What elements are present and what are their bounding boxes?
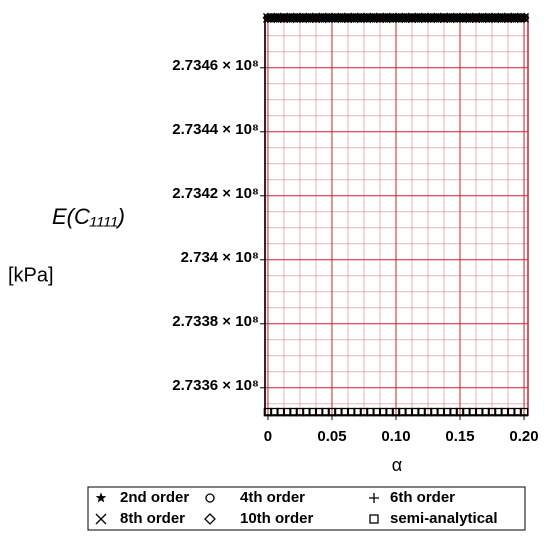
point [442, 407, 452, 417]
point [334, 407, 343, 417]
legend-label: 10th order [240, 510, 314, 527]
point [423, 407, 433, 417]
point [436, 407, 446, 417]
point [270, 407, 279, 417]
point [430, 407, 439, 417]
legend-label: 6th order [390, 489, 455, 506]
legend-marker [205, 493, 215, 503]
y-axis-unit: [kPa] [8, 264, 54, 286]
point [308, 407, 318, 417]
y-tick-label: 2.7346 × 10⁸ [172, 57, 259, 74]
point [462, 407, 471, 417]
point [282, 407, 292, 417]
point [518, 12, 530, 24]
y-axis-label: E(C₁₁₁₁) [52, 204, 125, 229]
point [314, 407, 324, 417]
legend-label: semi-analytical [390, 510, 498, 527]
legend-marker [95, 513, 107, 525]
y-tick-label: 2.7336 × 10⁸ [172, 377, 259, 394]
point [353, 407, 362, 417]
point [398, 407, 407, 417]
point [263, 407, 273, 417]
x-axis-label: α [392, 455, 402, 475]
point [321, 407, 330, 417]
x-tick-label: 0.15 [445, 428, 474, 445]
legend-label: 2nd order [120, 489, 189, 506]
point [519, 12, 529, 23]
point [468, 407, 478, 417]
legend-marker [369, 514, 379, 524]
point [302, 407, 311, 417]
point [391, 407, 401, 417]
point [276, 407, 285, 417]
y-tick-label: 2.7344 × 10⁸ [172, 121, 259, 138]
plot-frame [264, 14, 529, 416]
point [500, 407, 510, 417]
point [410, 407, 420, 417]
point [378, 407, 388, 417]
y-tick-label: 2.7338 × 10⁸ [172, 313, 259, 330]
legend-label: 8th order [120, 510, 185, 527]
legend-label: 4th order [240, 489, 305, 506]
point [346, 407, 356, 417]
x-tick-label: 0 [264, 428, 272, 445]
point [519, 407, 529, 417]
point [327, 407, 337, 417]
legend-marker [204, 513, 216, 525]
x-tick-label: 0.20 [509, 428, 538, 445]
point [372, 407, 382, 417]
point [366, 407, 375, 417]
point [513, 407, 522, 417]
point [359, 407, 369, 417]
point [404, 407, 414, 417]
y-tick-label: 2.734 × 10⁸ [181, 249, 259, 266]
x-tick-label: 0.10 [381, 428, 410, 445]
point [455, 407, 465, 417]
point [417, 407, 426, 417]
point [340, 407, 350, 417]
legend-marker [369, 493, 379, 503]
point [385, 407, 394, 417]
point [449, 407, 458, 417]
y-tick-label: 2.7342 × 10⁸ [172, 185, 259, 202]
point [481, 407, 490, 417]
legend-box [87, 486, 526, 531]
point [506, 407, 516, 417]
point [295, 407, 305, 417]
legend-marker [95, 492, 107, 503]
point [289, 407, 298, 417]
point [474, 407, 484, 417]
x-tick-label: 0.05 [317, 428, 346, 445]
point [487, 407, 497, 417]
point [494, 407, 503, 417]
